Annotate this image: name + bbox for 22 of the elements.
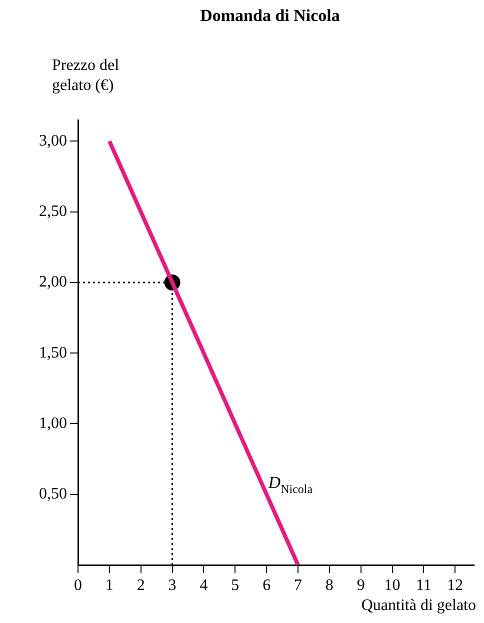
chart-title: Domanda di Nicola — [199, 6, 341, 26]
x-tick-label: 12 — [447, 576, 464, 594]
x-axis-title: Quantità di gelato — [361, 597, 476, 615]
x-tick-label: 6 — [262, 576, 271, 594]
x-tick-label: 2 — [136, 576, 145, 594]
y-tick-label: 0,50 — [39, 486, 67, 503]
y-tick-label: 2,50 — [39, 203, 67, 220]
y-axis-title: Prezzo del gelato (€) — [52, 56, 120, 96]
x-tick-label: 4 — [200, 576, 208, 594]
x-tick-label: 11 — [416, 576, 432, 594]
x-tick-label: 7 — [294, 576, 302, 594]
x-tick-label: 5 — [231, 576, 240, 594]
y-tick-label: 3,00 — [39, 132, 67, 150]
x-tick-label: 10 — [384, 576, 400, 594]
x-tick-label: 0 — [74, 576, 82, 594]
x-tick-label: 8 — [325, 576, 334, 594]
x-tick-label: 9 — [356, 576, 365, 594]
y-tick-label: 2,00 — [39, 274, 67, 291]
y-tick-label: 1,00 — [39, 414, 67, 432]
x-tick-label: 3 — [168, 576, 176, 594]
x-tick-label: 1 — [105, 576, 114, 594]
y-tick-label: 1,50 — [39, 344, 67, 362]
